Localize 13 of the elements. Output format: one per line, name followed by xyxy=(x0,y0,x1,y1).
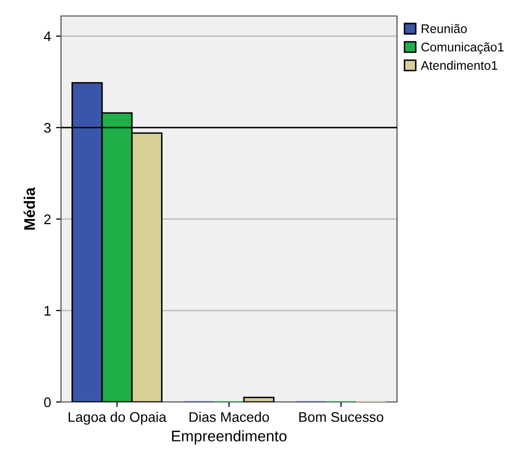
x-tick-label: Lagoa do Opaia xyxy=(68,412,166,425)
legend-label: Comunicação1 xyxy=(421,42,504,54)
y-tick-label: 0 xyxy=(44,397,51,408)
legend-label: Reunião xyxy=(422,24,467,34)
y-tick-label: 2 xyxy=(44,214,51,224)
y-tick-label: 3 xyxy=(44,122,51,133)
x-tick-label: Dias Macedo xyxy=(190,412,269,422)
y-tick-label: 4 xyxy=(44,32,51,42)
legend-label: Atendimento1 xyxy=(420,60,498,70)
x-axis-title: Empreendimento xyxy=(172,430,287,444)
y-tick-label: 1 xyxy=(44,306,51,316)
x-tick-label: Bom Sucesso xyxy=(299,412,384,422)
y-axis-title: Média xyxy=(24,187,35,230)
